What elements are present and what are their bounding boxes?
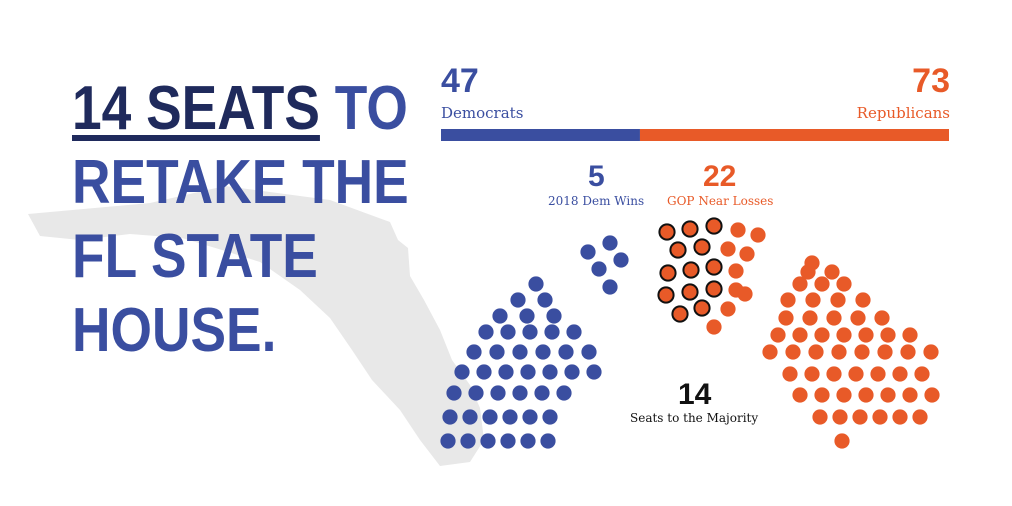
dem-wins-label: 2018 Dem Wins (548, 194, 645, 208)
gop-near-label: GOP Near Losses (667, 194, 774, 208)
majority-count: 14 (678, 378, 712, 411)
headline-line-1: 14 SEATS TO (72, 72, 408, 146)
gop-near-count: 22 (703, 160, 737, 193)
dem-label: Democrats (441, 104, 524, 122)
headline-emphasis: 14 SEATS (72, 74, 320, 143)
headline: 14 SEATS TO RETAKE THE FL STATE HOUSE. (72, 72, 409, 368)
dem-total: 47 (441, 62, 479, 100)
dem-wins-count: 5 (588, 160, 605, 193)
rep-label: Republicans (856, 104, 950, 122)
majority-label: Seats to the Majority (630, 411, 759, 425)
headline-line-3: FL STATE (72, 222, 318, 291)
headline-line-1-rest: TO (319, 74, 408, 143)
headline-line-4: HOUSE. (72, 296, 277, 365)
rep-total: 73 (912, 62, 950, 100)
headline-line-2: RETAKE THE (72, 148, 409, 217)
